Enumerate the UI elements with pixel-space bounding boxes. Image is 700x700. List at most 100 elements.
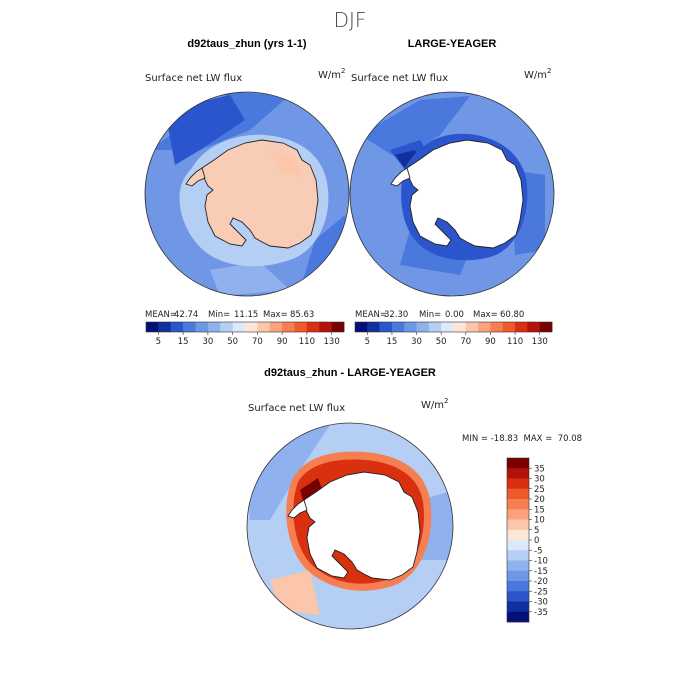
panel-diff: d92taus_zhun - LARGE-YEAGER Surface net … xyxy=(246,367,582,630)
stat-max-label: Max= xyxy=(473,310,498,320)
colorbar-tick-label: 5 xyxy=(156,337,161,347)
colorbar-frame xyxy=(145,321,345,333)
panel-obs-map xyxy=(350,92,554,296)
colorbar-frame xyxy=(354,321,553,333)
panel-model-title: d92taus_zhun (yrs 1-1) xyxy=(187,38,307,50)
colorbar-swatch xyxy=(507,509,529,520)
colorbar-swatch xyxy=(507,529,529,541)
colorbar-swatch xyxy=(306,322,320,332)
colorbar-tick-label: -25 xyxy=(534,587,548,597)
panel-obs-units-exp: 2 xyxy=(547,67,551,75)
colorbar-swatch xyxy=(527,322,540,332)
colorbar-tick-label: 5 xyxy=(534,526,539,536)
colorbar-tick-label: -30 xyxy=(534,598,548,608)
colorbar-swatch xyxy=(404,322,417,332)
colorbar-swatch xyxy=(331,322,345,332)
colorbar-tick-label: -5 xyxy=(534,546,542,556)
season-title: DJF xyxy=(334,8,367,32)
panel-model-map xyxy=(145,92,349,296)
stat-max-value: 60.80 xyxy=(500,310,524,320)
colorbar-swatch xyxy=(502,322,516,332)
colorbar-tick-label: 10 xyxy=(534,516,545,526)
panel-model-stats: MEAN= 42.74 Min= 11.15 Max= 85.63 xyxy=(145,310,314,320)
colorbar-swatch xyxy=(465,322,479,332)
colorbar-tick-label: -35 xyxy=(534,608,548,618)
ocean-band-south xyxy=(210,262,290,296)
colorbar-tick-label: 50 xyxy=(436,337,447,347)
colorbar-swatch xyxy=(416,322,430,332)
colorbar-tick-label: 15 xyxy=(534,505,545,515)
weddell-sea-region xyxy=(360,96,470,160)
colorbar-tick-label: 25 xyxy=(534,485,545,495)
stat-mean-label: MEAN= xyxy=(355,310,387,320)
west-pacific-region xyxy=(247,425,330,520)
panel-diff-map xyxy=(247,423,453,629)
colorbar-swatch xyxy=(245,322,258,332)
land-warm-patch xyxy=(268,150,304,178)
panel-diff-subtitle: Surface net LW flux xyxy=(248,403,345,414)
colorbar-swatch xyxy=(183,322,196,332)
colorbar-swatch xyxy=(391,322,405,332)
antarctic-peninsula xyxy=(287,499,308,519)
antarctic-peninsula xyxy=(390,167,411,187)
colorbar-tick-label: 110 xyxy=(507,337,523,347)
stat-mean-value: 32.30 xyxy=(384,310,408,320)
panel-model-units-exp: 2 xyxy=(341,67,345,75)
colorbar-tick-label: 20 xyxy=(534,495,545,505)
colorbar-swatch xyxy=(428,322,442,332)
panel-model: d92taus_zhun (yrs 1-1) Surface net LW fl… xyxy=(144,38,350,347)
panel-obs-units: W/m2 xyxy=(524,67,551,81)
colorbar-tick-label: 30 xyxy=(202,337,213,347)
panel-obs-stats: MEAN= 32.30 Min= 0.00 Max= 60.80 xyxy=(355,310,524,320)
colorbar-swatch xyxy=(294,322,308,332)
colorbar-tick-label: -20 xyxy=(534,577,548,587)
panel-obs-title: LARGE-YEAGER xyxy=(408,38,497,50)
stat-mean-value: 42.74 xyxy=(174,310,198,320)
panel-model-colorbar: 5 15 30 50 70 90 110 130 xyxy=(145,321,345,347)
stat-min-label: Min= xyxy=(419,310,441,320)
antarctica-land xyxy=(406,139,524,249)
colorbar-tick-label: -15 xyxy=(534,567,548,577)
colorbar-swatch xyxy=(319,322,332,332)
colorbar-tick-label: 15 xyxy=(387,337,398,347)
panel-diff-units-base: W/m xyxy=(421,400,444,411)
colorbar-tick-label: 30 xyxy=(411,337,422,347)
stat-mean-label: MEAN= xyxy=(145,310,177,320)
colorbar-tick-label: 70 xyxy=(252,337,263,347)
antarctica-land xyxy=(201,139,319,249)
stat-min-value: 0.00 xyxy=(445,310,464,320)
colorbar-swatch xyxy=(507,550,529,561)
panel-diff-minmax: MIN = -18.83 MAX = 70.08 xyxy=(462,434,582,444)
antarctica-land xyxy=(303,471,421,581)
panel-model-subtitle: Surface net LW flux xyxy=(145,73,242,84)
colorbar-swatch xyxy=(507,570,529,582)
colorbar-tick-label: 130 xyxy=(324,337,340,347)
colorbar-swatch xyxy=(146,322,159,332)
colorbar-swatch xyxy=(507,540,529,551)
colorbar-swatch xyxy=(507,591,529,602)
colorbar-tick-label: 35 xyxy=(534,464,545,474)
colorbar-swatch xyxy=(507,601,529,613)
colorbar-swatch xyxy=(507,519,529,531)
panel-obs-subtitle: Surface net LW flux xyxy=(351,73,448,84)
colorbar-tick-label: 15 xyxy=(178,337,189,347)
colorbar-tick-label: 110 xyxy=(299,337,315,347)
colorbar-swatch xyxy=(367,322,380,332)
colorbar-swatch xyxy=(257,322,271,332)
colorbar-swatch xyxy=(355,322,368,332)
panel-diff-units: W/m2 xyxy=(421,397,448,411)
panel-obs-border xyxy=(349,91,555,297)
colorbar-tick-label: 0 xyxy=(534,536,539,546)
panel-diff-title: d92taus_zhun - LARGE-YEAGER xyxy=(264,367,436,379)
colorbar-swatch xyxy=(507,478,529,490)
panel-model-units: W/m2 xyxy=(318,67,345,81)
colorbar-tick-label: 70 xyxy=(460,337,471,347)
colorbar-swatch xyxy=(507,458,529,469)
colorbar-swatch xyxy=(282,322,295,332)
colorbar-swatch xyxy=(490,322,504,332)
colorbar-swatch xyxy=(507,499,529,510)
stat-min-label: Min= xyxy=(208,310,230,320)
colorbar-swatch xyxy=(207,322,221,332)
